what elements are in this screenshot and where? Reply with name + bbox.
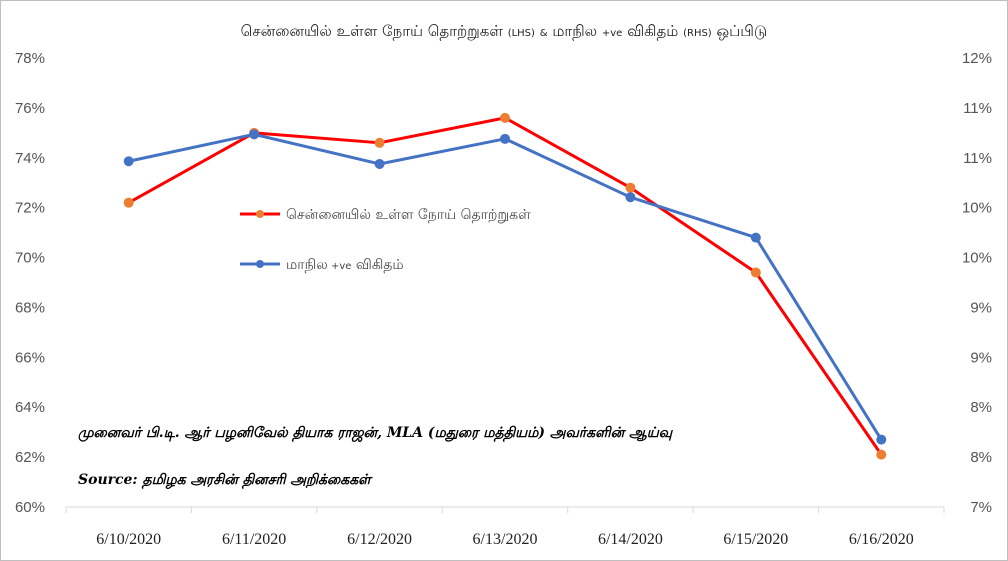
title-rhs-tag: (RHS) xyxy=(683,28,712,39)
y-left-tick-label: 76% xyxy=(15,100,45,117)
series-1-point xyxy=(750,267,761,278)
series-2-point xyxy=(374,158,385,169)
y-left-tick-label: 68% xyxy=(15,299,45,316)
series-1-point xyxy=(625,182,636,193)
x-tick-label: 6/10/2020 xyxy=(96,531,161,548)
y-left-tick-label: 66% xyxy=(15,349,45,366)
title-second-b: விகிதம் xyxy=(627,22,679,40)
legend-marker-2 xyxy=(256,260,264,268)
author-note: முனைவர் பி.டி. ஆர் பழனிவேல் தியாக ராஜன்,… xyxy=(78,425,673,441)
x-tick-label: 6/11/2020 xyxy=(222,531,286,548)
y-right-tick-label: 7% xyxy=(970,499,992,516)
x-tick-label: 6/15/2020 xyxy=(723,531,788,548)
y-right-tick-label: 9% xyxy=(970,349,992,366)
title-lhs-tag: (LHS) xyxy=(507,28,535,39)
y-right-tick-label: 11% xyxy=(963,150,992,167)
series-2-point xyxy=(625,192,636,203)
y-right-tick-label: 9% xyxy=(970,299,992,316)
series-1-point xyxy=(500,112,510,123)
series-1-point xyxy=(123,197,134,208)
x-tick-label: 6/16/2020 xyxy=(849,531,914,548)
series-2-point xyxy=(123,156,134,167)
y-left-tick-label: 78% xyxy=(15,50,45,67)
legend: சென்னையில் உள்ள நோய் தொற்றுகள் மாநில +ve … xyxy=(240,207,531,273)
title-end: ஒப்பிடு xyxy=(716,22,768,40)
y-left-tick-label: 72% xyxy=(15,200,45,217)
series-2-point xyxy=(500,133,510,144)
legend-label-2: மாநில +ve விகிதம் xyxy=(286,257,404,273)
series-1-point xyxy=(374,137,385,148)
y-left-tick-label: 62% xyxy=(15,449,45,466)
series-line-1 xyxy=(127,116,883,457)
y-right-tick-label: 10% xyxy=(962,200,992,217)
title-amp: & xyxy=(539,28,548,39)
y-right-tick-label: 8% xyxy=(970,399,992,416)
y-left-tick-label: 74% xyxy=(15,150,45,167)
x-tick-label: 6/12/2020 xyxy=(347,531,412,548)
y-right-tick-label: 10% xyxy=(962,250,992,267)
y-axis-right: 7% 8% 8% 9% 9% 10% 10% 11% 11% 12% xyxy=(962,50,992,516)
series-layer xyxy=(123,112,887,460)
title-ve: +ve xyxy=(601,28,623,39)
x-tick-label: 6/14/2020 xyxy=(598,531,663,548)
y-right-tick-label: 11% xyxy=(963,100,992,117)
series-2-point xyxy=(249,129,260,140)
y-left-tick-label: 60% xyxy=(15,499,45,516)
y-left-tick-label: 70% xyxy=(15,250,45,267)
x-tick-label: 6/13/2020 xyxy=(473,531,538,548)
legend-label-1: சென்னையில் உள்ள நோய் தொற்றுகள் xyxy=(286,207,531,223)
series-line-2 xyxy=(127,132,883,442)
source-note: Source: தமிழக அரசின் தினசரி அறிக்கைகள் xyxy=(78,472,371,488)
y-axis-left: 60% 62% 64% 66% 68% 70% 72% 74% 76% 78% xyxy=(15,50,45,516)
title-main: சென்னையில் உள்ள நோய் தொற்றுகள் xyxy=(240,22,503,40)
series-2-point xyxy=(876,434,887,445)
legend-marker-1 xyxy=(256,210,264,218)
title-second: மாநில xyxy=(552,22,598,40)
y-right-tick-label: 12% xyxy=(962,50,992,67)
x-axis: 6/10/2020 6/11/2020 6/12/2020 6/13/2020 6/14… xyxy=(65,506,945,548)
chart-title: சென்னையில் உள்ள நோய் தொற்றுகள் (LHS) & ம… xyxy=(0,22,1008,42)
series-2-point xyxy=(750,232,761,243)
y-left-tick-label: 64% xyxy=(15,399,45,416)
series-1-point xyxy=(876,449,887,460)
y-right-tick-label: 8% xyxy=(970,449,992,466)
